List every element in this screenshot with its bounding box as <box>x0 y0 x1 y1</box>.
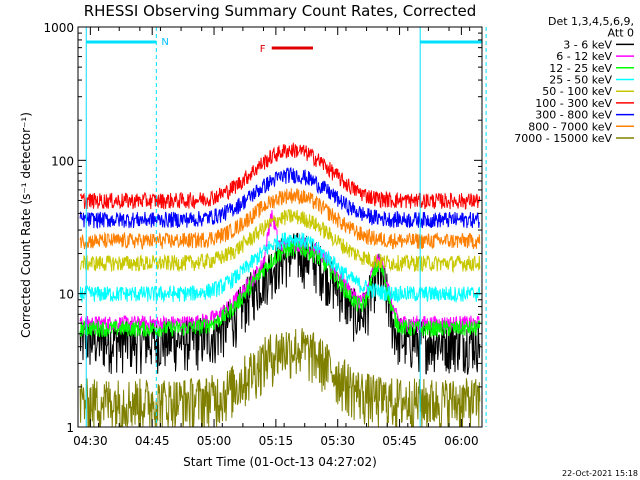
series-line <box>79 208 481 274</box>
series-line <box>79 232 481 375</box>
chart-title: RHESSI Observing Summary Count Rates, Co… <box>84 2 477 20</box>
legend-entry: 3 - 6 keV <box>563 38 612 51</box>
x-tick-label: 05:30 <box>320 434 355 448</box>
legend-entry: 50 - 100 keV <box>542 85 612 98</box>
legend-entry: 6 - 12 keV <box>556 50 612 63</box>
legend-entry: 7000 - 15000 keV <box>514 132 612 145</box>
series-line <box>79 142 481 211</box>
x-tick-label: 04:30 <box>73 434 108 448</box>
x-tick-label: 04:45 <box>135 434 170 448</box>
markers-layer: NF <box>85 27 487 427</box>
legend-header: Att 0 <box>608 27 634 40</box>
x-axis-label: Start Time (01-Oct-13 04:27:02) <box>183 455 377 469</box>
legend-entry: 300 - 800 keV <box>535 109 612 122</box>
x-tick-label: 05:00 <box>197 434 232 448</box>
x-tick-label: 05:45 <box>382 434 417 448</box>
legend-entry: 800 - 7000 keV <box>528 120 612 133</box>
legend-entry: 100 - 300 keV <box>535 97 612 110</box>
footer-date: 22-Oct-2021 15:18 <box>562 469 638 478</box>
x-tick-label: 05:15 <box>259 434 294 448</box>
legend-entry: 25 - 50 keV <box>549 74 612 87</box>
series-line <box>79 240 481 338</box>
y-tick-label: 10 <box>59 288 74 302</box>
y-tick-label: 1000 <box>43 21 74 35</box>
x-tick-label: 06:00 <box>444 434 479 448</box>
legend-header: Det 1,3,4,5,6,9, <box>548 15 634 28</box>
night-label: N <box>161 37 168 48</box>
legend-entry: 12 - 25 keV <box>549 62 612 75</box>
y-tick-label: 1 <box>66 421 74 435</box>
series-line <box>79 166 480 230</box>
series-line <box>79 210 481 334</box>
axes: 1 10 100 1000 04:30 04:45 05:00 05:15 05:30 05:45… <box>43 21 483 448</box>
y-axis-label: Corrected Count Rate (s⁻¹ detector⁻¹) <box>19 112 33 338</box>
series-line <box>79 188 481 250</box>
y-tick-label: 100 <box>51 154 74 168</box>
flare-label: F <box>260 44 266 55</box>
series-line <box>79 232 481 304</box>
plot-frame <box>77 26 483 428</box>
